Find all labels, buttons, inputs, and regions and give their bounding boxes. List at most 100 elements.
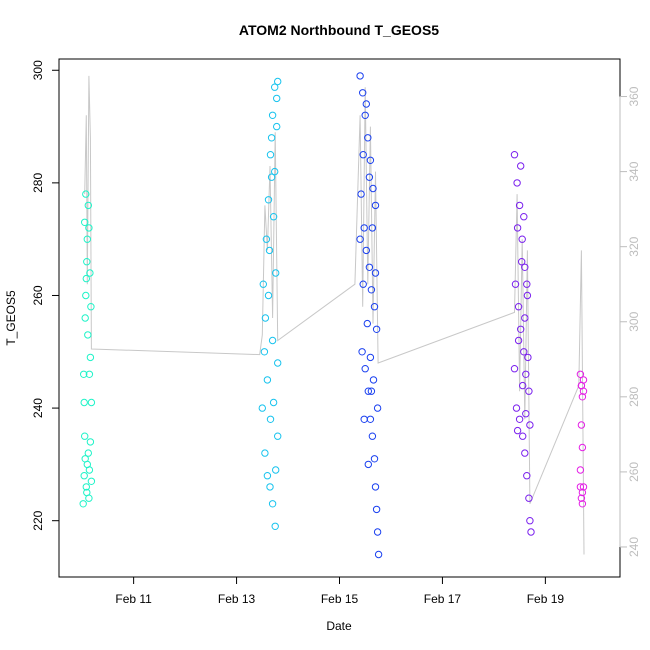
data-point: [360, 224, 368, 232]
x-tick-label: Feb 19: [527, 592, 565, 606]
altitude-line-layer: [84, 75, 585, 555]
data-point: [266, 483, 274, 491]
data-point: [357, 190, 365, 198]
data-point: [356, 235, 364, 243]
data-point: [526, 517, 534, 525]
data-point: [368, 224, 377, 232]
data-point: [265, 246, 274, 255]
data-point: [577, 421, 586, 429]
data-point: [85, 494, 93, 502]
x-tick-label: Feb 11: [115, 592, 152, 606]
data-point: [85, 224, 93, 232]
x-axis-label: Date: [326, 619, 352, 633]
data-point: [86, 353, 95, 362]
secondary-y-tick-label: 300: [627, 311, 641, 331]
data-point: [82, 291, 90, 300]
data-point: [367, 387, 376, 395]
data-point: [578, 443, 587, 452]
plot-frame: [58, 58, 621, 578]
data-point: [577, 381, 586, 390]
data-point: [83, 258, 91, 266]
data-point: [366, 353, 375, 362]
secondary-y-tick-label: 260: [627, 462, 641, 482]
data-point: [513, 179, 521, 187]
data-point: [85, 466, 94, 474]
altitude-line: [84, 75, 585, 555]
data-point: [522, 410, 530, 418]
data-point: [359, 280, 367, 288]
data-point: [359, 89, 367, 97]
data-point: [522, 370, 530, 378]
data-point: [80, 398, 88, 407]
data-point: [267, 173, 276, 181]
data-point: [577, 494, 586, 502]
x-tick-label: Feb 17: [424, 592, 462, 606]
data-point: [260, 348, 269, 356]
data-point: [371, 201, 380, 210]
data-point: [578, 488, 587, 497]
data-point: [268, 336, 277, 345]
data-point: [82, 483, 91, 491]
data-point: [84, 449, 93, 457]
data-point: [510, 151, 519, 159]
data-point: [515, 201, 524, 210]
data-point: [527, 528, 535, 536]
data-point: [515, 415, 524, 423]
data-point: [84, 201, 93, 210]
data-point: [87, 303, 95, 311]
data-point: [82, 274, 91, 283]
x-tick-label: Feb 13: [218, 592, 256, 606]
data-point: [370, 455, 379, 463]
data-point: [519, 432, 527, 440]
data-point: [579, 483, 588, 491]
data-point: [526, 421, 534, 429]
data-point: [85, 370, 94, 378]
data-point: [372, 325, 381, 333]
data-point: [372, 505, 381, 514]
secondary-y-axis: 240 260 280 300 320 340 360: [619, 86, 641, 557]
data-point: [362, 246, 370, 255]
data-point: [366, 156, 375, 165]
data-point: [359, 151, 367, 159]
data-point: [266, 415, 275, 423]
data-point: [518, 258, 526, 266]
data-point: [362, 100, 370, 108]
data-point: [274, 359, 282, 367]
data-point: [370, 303, 379, 311]
data-point: [360, 415, 368, 423]
data-point: [261, 314, 270, 322]
data-point: [578, 393, 587, 401]
data-point: [274, 432, 282, 440]
y-tick-label: 280: [31, 173, 45, 193]
chart-title: ATOM2 Northbound T_GEOS5: [239, 22, 439, 38]
data-point: [369, 376, 378, 384]
data-point: [514, 336, 523, 345]
data-point: [521, 449, 529, 457]
data-points-layer: [79, 72, 588, 559]
y-tick-label: 260: [31, 285, 45, 305]
data-point: [272, 269, 280, 277]
y-axis: 220 240 260 280 300: [31, 60, 59, 531]
secondary-y-tick-label: 340: [627, 161, 641, 181]
data-point: [518, 235, 526, 243]
data-point: [524, 353, 532, 362]
data-point: [271, 167, 279, 176]
data-point: [80, 370, 88, 378]
data-point: [523, 291, 532, 300]
data-point: [261, 449, 269, 457]
data-point: [373, 528, 382, 536]
data-point: [371, 269, 380, 277]
data-point: [374, 550, 383, 559]
data-point: [86, 269, 94, 277]
data-point: [523, 280, 531, 288]
data-point: [358, 348, 366, 356]
data-point: [361, 111, 369, 120]
data-point: [82, 190, 90, 198]
data-point: [87, 477, 96, 485]
data-point: [81, 218, 89, 227]
data-point: [266, 151, 275, 159]
data-point: [512, 404, 521, 412]
data-point: [267, 134, 276, 142]
data-point: [79, 500, 87, 508]
data-point: [517, 162, 525, 170]
